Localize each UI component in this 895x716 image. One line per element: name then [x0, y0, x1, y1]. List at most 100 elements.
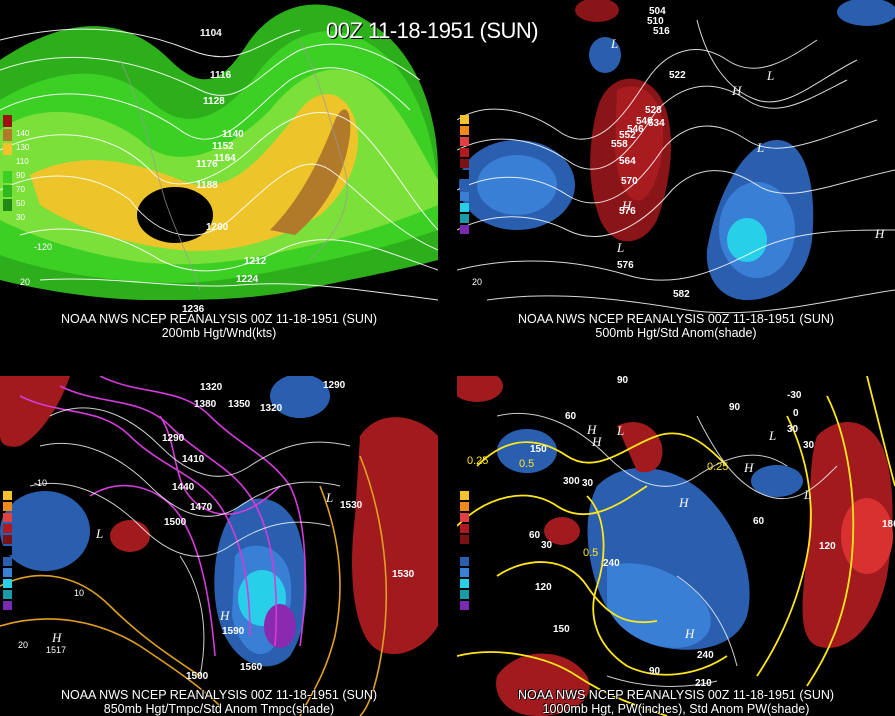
high-pressure-symbol: H — [586, 422, 597, 437]
contour-label: 150 — [553, 624, 570, 635]
pw-label: 0.5 — [519, 458, 534, 470]
contour-label: 1530 — [392, 569, 415, 580]
high-pressure-symbol: H — [591, 434, 602, 449]
legend-swatch — [460, 214, 469, 223]
legend-label: 70 — [16, 185, 25, 194]
contour-label: 30 — [582, 478, 594, 489]
legend-swatch — [460, 170, 469, 179]
contour-label: 1380 — [194, 399, 217, 410]
contour-label: 582 — [673, 289, 690, 300]
legend-swatch — [3, 143, 12, 155]
legend-label: 110 — [16, 157, 29, 166]
contour-label: 1470 — [190, 502, 213, 513]
pw-label: 0.25 — [467, 455, 488, 467]
temperature-label: 10 — [74, 588, 84, 598]
map-850mb: 1260 1320 1380 1350 1320 1290 1260 1290 … — [0, 376, 438, 716]
legend-swatch — [460, 225, 469, 234]
high-pressure-symbol: H — [731, 83, 742, 98]
contour-label: 120 — [535, 582, 552, 593]
panel-caption-source: NOAA NWS NCEP REANALYSIS 00Z 11-18-1951 … — [60, 688, 378, 702]
legend-swatch — [460, 590, 469, 599]
contour-label: 1560 — [240, 662, 263, 673]
contour-label: 552 — [619, 130, 636, 141]
contour-label: 1116 — [210, 70, 232, 81]
low-pressure-symbol: L — [616, 423, 624, 438]
contour-label: 240 — [697, 650, 714, 661]
legend-swatch — [3, 502, 12, 511]
temperature-label: -10 — [34, 478, 47, 488]
contour-label: 30 — [803, 440, 815, 451]
longitude-label: -120 — [34, 242, 52, 252]
legend-swatch — [460, 203, 469, 212]
contour-label: 1212 — [244, 256, 267, 267]
contour-label: 1260 — [196, 376, 219, 378]
low-pressure-symbol: L — [756, 140, 764, 155]
contour-label: 1350 — [228, 399, 251, 410]
legend-swatch — [460, 115, 469, 124]
contour-label: 546 — [627, 124, 644, 135]
high-pressure-symbol: H — [219, 608, 230, 623]
contour-label: 1164 — [214, 153, 236, 164]
contour-label: 1590 — [222, 626, 245, 637]
legend-swatch — [460, 535, 469, 544]
contour-label: 1236 — [182, 304, 205, 315]
panel-caption-source: NOAA NWS NCEP REANALYSIS 00Z 11-18-1951 … — [517, 312, 835, 326]
panel-200mb-height-wind: 1104 1116 1128 1140 1152 1164 1176 1188 … — [0, 0, 438, 340]
contour-label: 210 — [695, 678, 712, 689]
map-500mb: 504 510 516 522 528 534 540 546 552 558 … — [457, 0, 895, 340]
high-pressure-symbol: H — [743, 460, 754, 475]
legend-label: 140 — [16, 129, 30, 138]
low-pressure-symbol: L — [803, 487, 811, 502]
contour-label: 564 — [619, 156, 636, 167]
wind-speed-legend: 140 130 110 90 70 50 30 — [3, 115, 29, 222]
contour-label: 1260 — [340, 376, 363, 378]
legend-swatch — [3, 568, 12, 577]
contour-label: 522 — [669, 70, 686, 81]
legend-swatch — [460, 557, 469, 566]
contour-label: 1140 — [222, 129, 244, 140]
map-1000mb: 90 60 150 30 0.25 0.5 300 240 120 60 30 … — [457, 376, 895, 716]
contour-label: 1200 — [206, 222, 229, 233]
contour-label: 570 — [621, 176, 638, 187]
latitude-label: 20 — [20, 277, 30, 287]
panel-1000mb-precipitable-water: 90 60 150 30 0.25 0.5 300 240 120 60 30 … — [457, 376, 895, 716]
contour-label: 0 — [793, 408, 799, 419]
contour-label: 90 — [649, 666, 661, 677]
legend-swatch — [3, 590, 12, 599]
legend-label: 50 — [16, 199, 25, 208]
contour-label: 180 — [882, 519, 895, 530]
legend-swatch — [3, 546, 12, 555]
latitude-label: 20 — [18, 640, 28, 650]
panel-caption-field: 200mb Hgt/Wnd(kts) — [161, 326, 277, 340]
panel-caption-field: 1000mb Hgt, PW(inches), Std Anom PW(shad… — [542, 702, 810, 716]
legend-label: 30 — [16, 213, 25, 222]
high-pressure-symbol: H — [621, 198, 632, 213]
contour-label: 1152 — [212, 141, 234, 152]
legend-swatch — [3, 491, 12, 500]
contour-label: 90 — [827, 376, 839, 378]
contour-label: 528 — [645, 105, 662, 116]
panel-caption-source: NOAA NWS NCEP REANALYSIS 00Z 11-18-1951 … — [60, 312, 378, 326]
high-pressure-symbol: H — [51, 630, 62, 645]
contour-label: 1128 — [203, 96, 225, 107]
legend-swatch — [460, 491, 469, 500]
contour-label: 240 — [603, 558, 620, 569]
panel-500mb-height-anomaly: 504 510 516 522 528 534 540 546 552 558 … — [457, 0, 895, 340]
page-title: 00Z 11-18-1951 (SUN) — [326, 18, 539, 43]
legend-swatch — [3, 513, 12, 522]
panel-caption-field: 850mb Hgt/Tmpc/Std Anom Tmpc(shade) — [103, 702, 335, 716]
contour-label: 1410 — [182, 454, 205, 465]
contour-label: 1290 — [162, 433, 185, 444]
legend-swatch — [3, 199, 12, 211]
contour-label: 1320 — [260, 403, 283, 414]
contour-label: 1517 — [46, 645, 66, 655]
high-pressure-symbol: H — [684, 626, 695, 641]
legend-swatch — [3, 524, 12, 533]
latitude-label: 20 — [472, 277, 482, 287]
contour-label: 516 — [653, 26, 670, 37]
legend-swatch — [3, 129, 12, 141]
contour-label: 90 — [617, 376, 629, 386]
legend-swatch — [460, 159, 469, 168]
contour-label: 1104 — [200, 28, 222, 39]
contour-label: 120 — [819, 541, 836, 552]
